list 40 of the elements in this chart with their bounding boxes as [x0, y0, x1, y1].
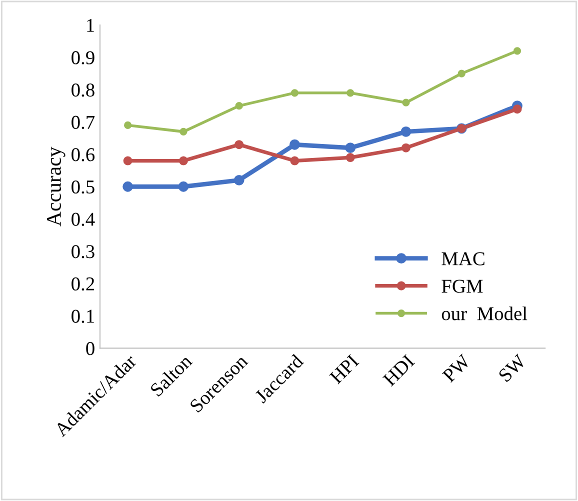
x-tick-label: PW: [442, 354, 472, 384]
y-tick-label: 0.9: [72, 51, 94, 64]
point: [290, 156, 300, 166]
y-tick-label: 0.7: [72, 116, 95, 130]
legend-label: our Model: [442, 306, 528, 320]
y-tick-label: 0.3: [72, 245, 94, 258]
y-axis-title: Accuracy: [47, 146, 66, 226]
point: [180, 128, 188, 136]
point: [400, 126, 412, 137]
point: [234, 174, 244, 186]
legend-label: MAC: [442, 252, 484, 266]
point: [346, 153, 355, 162]
point: [513, 47, 522, 55]
x-tick-label: SW: [498, 354, 527, 383]
x-tick-label: HDI: [382, 354, 416, 387]
y-tick-label: 0.8: [72, 83, 94, 97]
y-tick-label: 0: [86, 342, 94, 356]
x-tick-label: HPI: [329, 354, 360, 384]
point: [178, 156, 188, 166]
point: [401, 143, 410, 152]
y-tick-label: 0.1: [72, 310, 94, 323]
point: [234, 140, 244, 150]
point: [122, 181, 134, 192]
point: [290, 139, 300, 150]
point: [290, 89, 299, 97]
point: [235, 102, 243, 110]
point: [123, 156, 132, 166]
y-tick-label: 0.5: [72, 180, 94, 194]
point: [458, 70, 466, 78]
point: [124, 121, 132, 130]
y-tick-label: 0.6: [72, 148, 95, 162]
y-tick-label: 0.2: [72, 277, 94, 291]
point: [512, 104, 522, 114]
y-tick-label: 1: [87, 18, 94, 32]
point: [346, 89, 354, 97]
y-tick-label: 0.4: [72, 212, 95, 226]
point: [345, 142, 356, 154]
point: [178, 181, 189, 192]
point: [402, 98, 410, 106]
legend-label: FGM: [442, 280, 483, 293]
